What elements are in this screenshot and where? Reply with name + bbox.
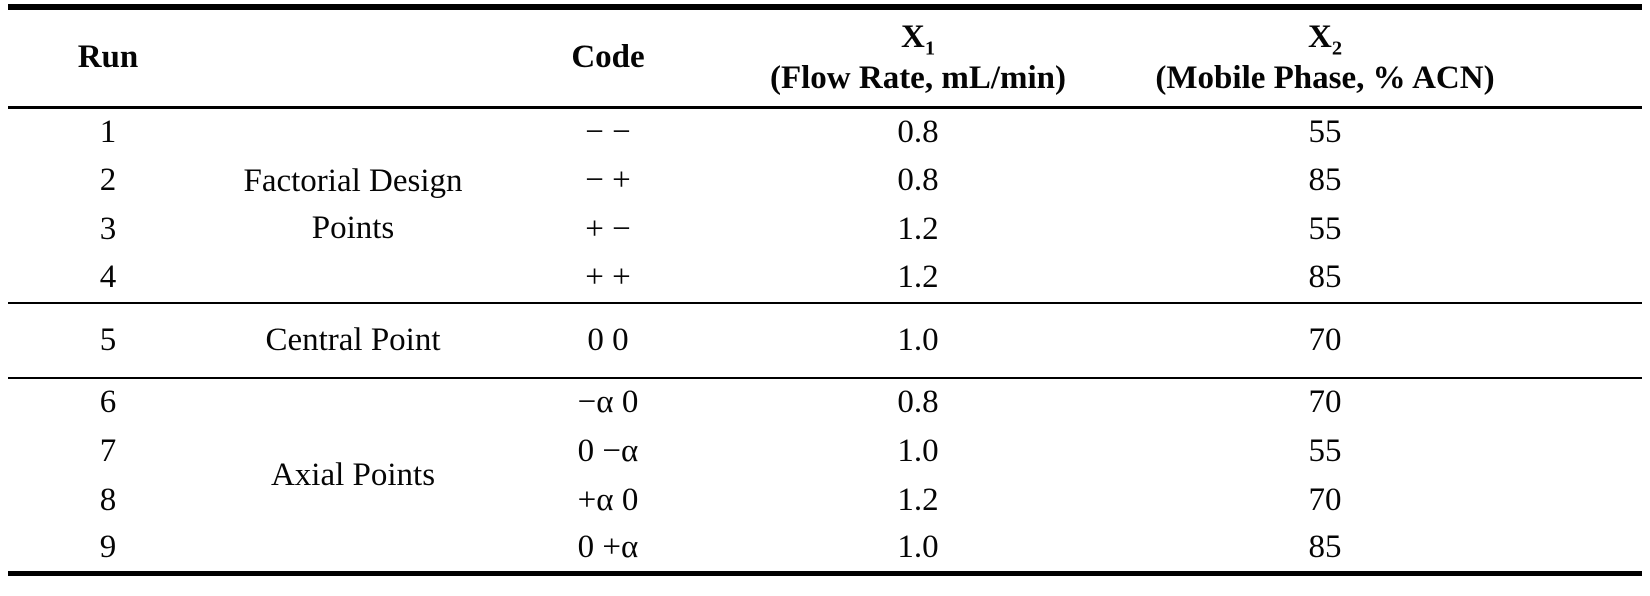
column-header-x2: X2 (Mobile Phase, % ACN) (1118, 7, 1642, 109)
run-cell: 1 (99, 113, 117, 150)
code-cell: − + (585, 161, 631, 198)
table-row-8: 8 +α 0 1.2 70 (8, 476, 1642, 525)
code-cell: + + (585, 259, 631, 296)
group-label-cell: Axial Points (208, 376, 498, 574)
header-row: Run Code X1 (Flow Rate, mL/min) X2 (Mobi… (8, 7, 1642, 109)
x1-cell: 1.2 (897, 259, 939, 296)
run-cell: 3 (99, 210, 117, 247)
table-row-3: 3 + − 1.2 55 (8, 205, 1642, 254)
x2-description: (Mobile Phase, % ACN) (1155, 59, 1495, 96)
code-cell: +α 0 (577, 481, 639, 518)
x1-cell: 1.0 (897, 432, 939, 469)
group-factorial-design-points: 1 Factorial Design Points − − 0.8 55 2 −… (8, 107, 1642, 303)
group-axial-points: 6 Axial Points −α 0 0.8 70 7 0 −α 1.0 55… (8, 376, 1642, 574)
table-row-9: 9 0 +α 1.0 85 (8, 525, 1642, 574)
run-cell: 5 (8, 302, 208, 378)
x2-cell: 55 (1308, 210, 1342, 247)
code-cell: 0 0 (498, 302, 718, 378)
run-cell: 6 (8, 376, 208, 427)
x2-cell: 55 (1308, 432, 1342, 469)
column-header-code: Code (498, 7, 718, 109)
x1-cell: 1.0 (718, 302, 1118, 378)
x1-cell: 1.2 (897, 481, 939, 518)
x2-cell: 70 (1118, 376, 1642, 427)
x1-cell: 0.8 (897, 113, 939, 150)
column-header-run: Run (8, 7, 208, 109)
x1-cell: 1.0 (897, 529, 939, 566)
code-cell: 0 +α (577, 529, 639, 566)
run-cell: 8 (99, 481, 117, 518)
group-central-point: 5 Central Point 0 0 1.0 70 (8, 302, 1642, 378)
code-cell: − − (585, 113, 631, 150)
x1-description: (Flow Rate, mL/min) (769, 59, 1067, 96)
table-row-6: 6 Axial Points −α 0 0.8 70 (8, 376, 1642, 574)
x2-cell: 55 (1308, 113, 1342, 150)
table-row-4: 4 + + 1.2 85 (8, 254, 1642, 303)
x1-cell: 0.8 (718, 376, 1118, 427)
x1-cell: 0.8 (897, 161, 939, 198)
experimental-design-table: Run Code X1 (Flow Rate, mL/min) X2 (Mobi… (8, 4, 1642, 577)
table-header: Run Code X1 (Flow Rate, mL/min) X2 (Mobi… (8, 7, 1642, 109)
table-row-1: 1 Factorial Design Points − − 0.8 55 (8, 107, 1642, 247)
x1-subscript: 1 (924, 37, 936, 60)
group-label: Axial Points (270, 456, 436, 493)
x2-cell: 70 (1118, 302, 1642, 378)
x1-symbol-line: X1 (900, 18, 936, 60)
table-row-2: 2 − + 0.8 85 (8, 156, 1642, 205)
run-cell: 2 (99, 161, 117, 198)
group-label-cell: Central Point (208, 302, 498, 378)
group-label: Central Point (265, 322, 441, 358)
table-row-7: 7 0 −α 1.0 55 (8, 427, 1642, 476)
x2-cell: 85 (1308, 259, 1342, 296)
x1-cell: 1.2 (897, 210, 939, 247)
x2-cell: 85 (1308, 529, 1342, 566)
column-header-group (208, 7, 498, 109)
code-cell: −α 0 (498, 376, 718, 427)
x2-subscript: 2 (1331, 37, 1343, 60)
x2-symbol-line: X2 (1307, 18, 1343, 60)
table-row-5: 5 Central Point 0 0 1.0 70 (8, 302, 1642, 378)
code-cell: 0 −α (577, 432, 639, 469)
run-cell: 4 (99, 259, 117, 296)
run-cell: 7 (99, 432, 117, 469)
x2-cell: 85 (1308, 161, 1342, 198)
column-header-x1: X1 (Flow Rate, mL/min) (718, 7, 1118, 109)
group-label: Factorial Design Points (243, 163, 463, 247)
group-label-cell: Factorial Design Points (208, 107, 498, 303)
x2-cell: 70 (1308, 481, 1342, 518)
run-cell: 9 (99, 529, 117, 566)
code-cell: + − (585, 210, 631, 247)
